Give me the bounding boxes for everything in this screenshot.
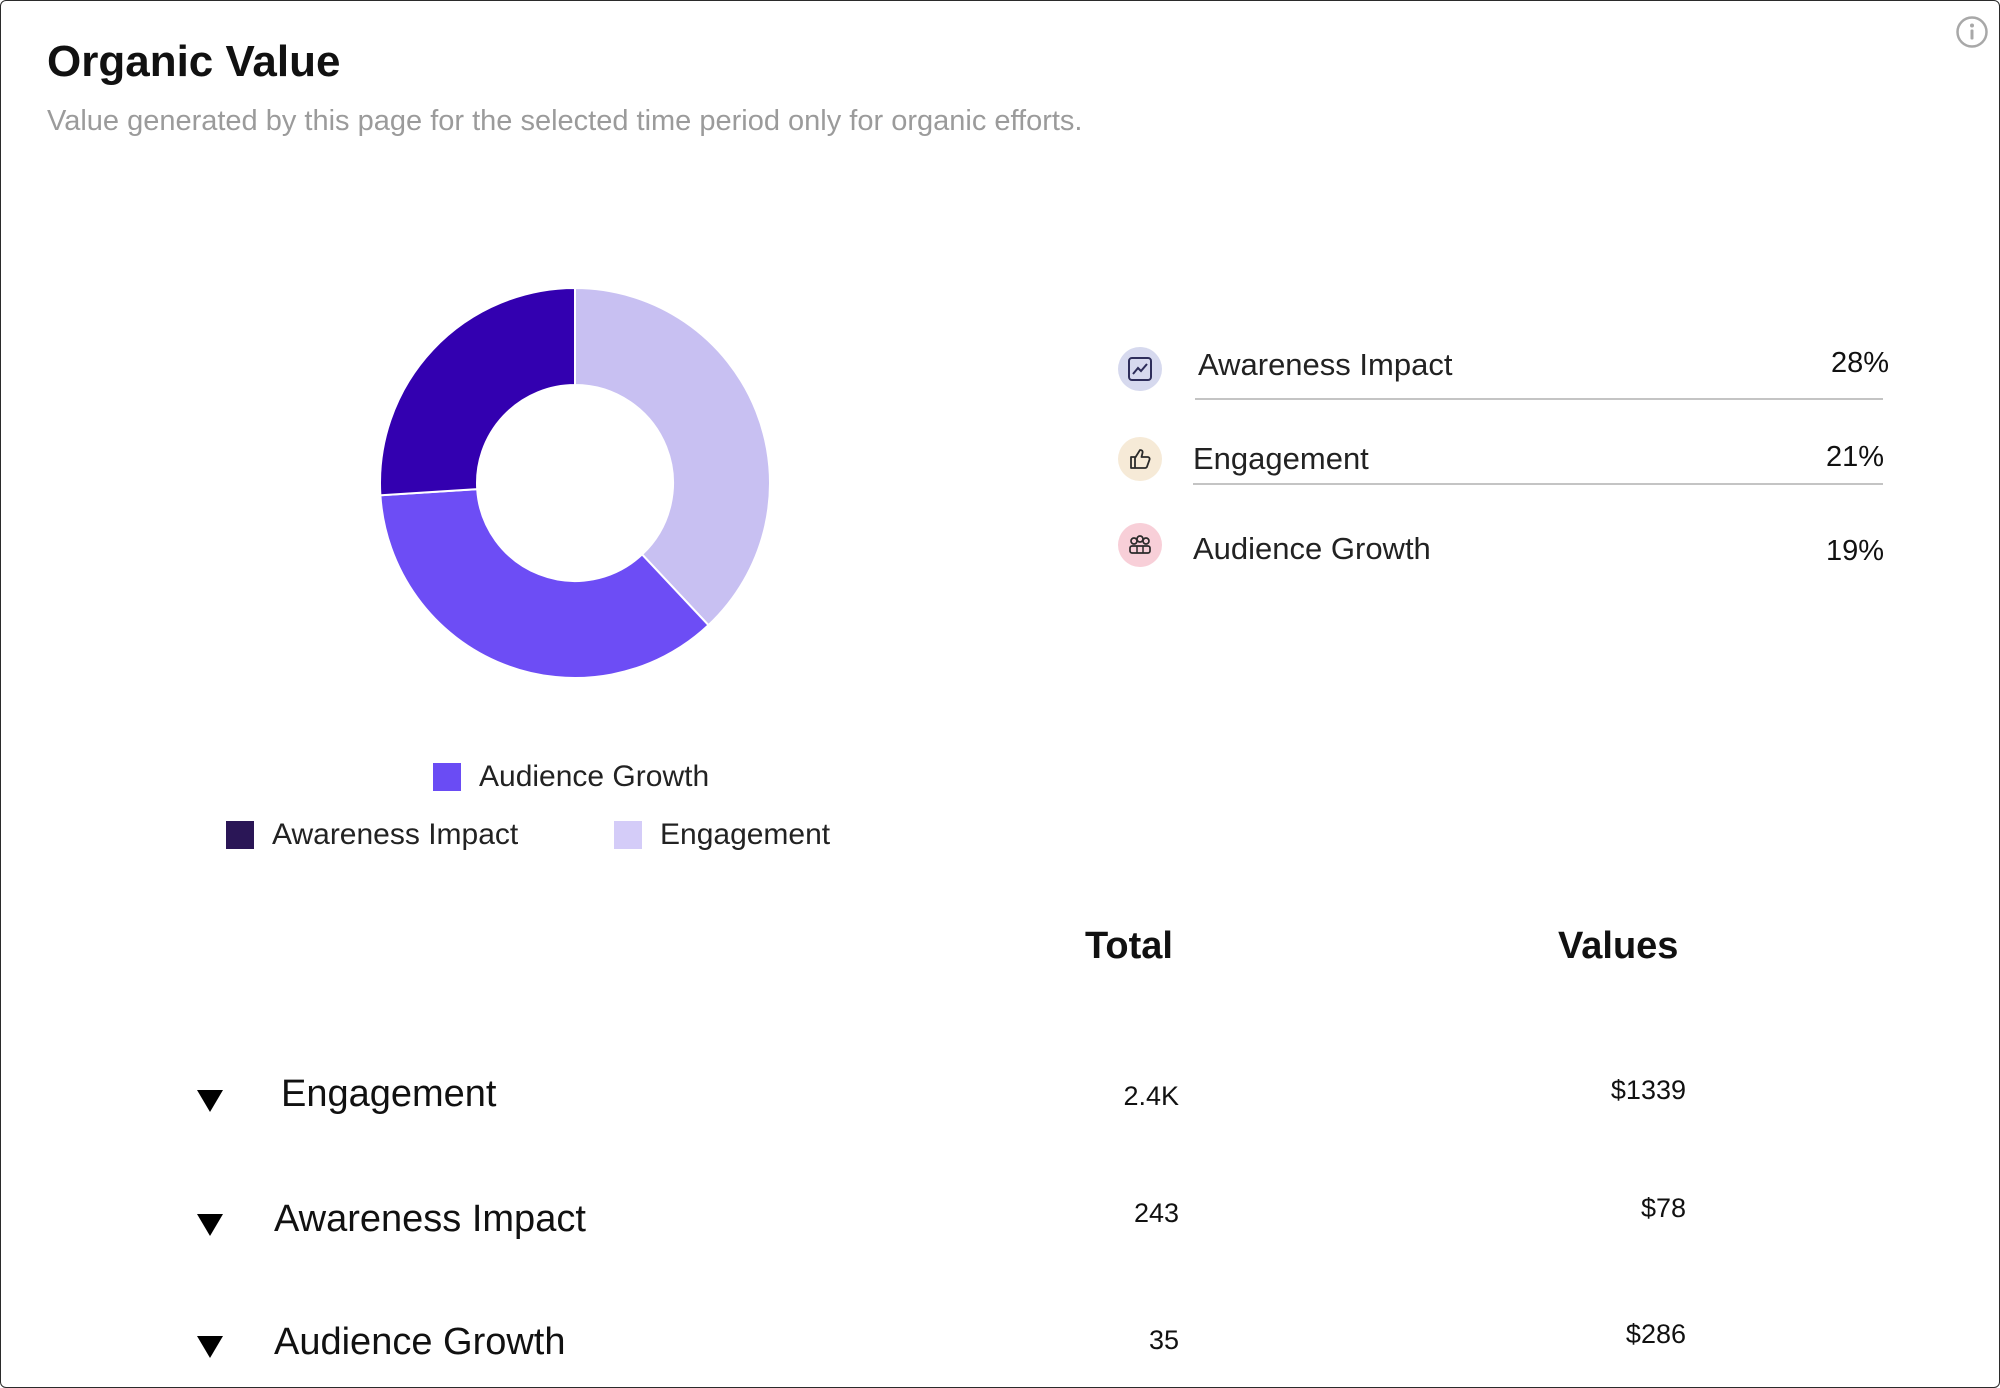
stat-divider — [1193, 483, 1883, 485]
donut-chart — [379, 286, 771, 679]
row-value: $1339 — [1610, 1075, 1686, 1105]
stat-value-engagement: 21% — [1825, 441, 1884, 473]
donut-slice-audience-growth[interactable] — [379, 488, 710, 679]
column-header-total: Total — [1085, 925, 1173, 967]
legend-label: Awareness Impact — [272, 818, 519, 851]
expand-triangle-icon[interactable] — [197, 1336, 223, 1358]
donut-slice-engagement[interactable] — [574, 286, 771, 627]
row-total: 35 — [1148, 1325, 1179, 1355]
stat-divider — [1195, 398, 1883, 400]
legend-swatch — [614, 821, 642, 849]
info-icon[interactable] — [1955, 15, 1989, 49]
page-title: Organic Value — [47, 37, 341, 86]
row-label: Awareness Impact — [274, 1198, 586, 1240]
legend-item-audience-growth[interactable]: Audience Growth — [433, 757, 709, 797]
stat-label-engagement: Engagement — [1193, 441, 1369, 476]
legend-label: Audience Growth — [479, 760, 710, 793]
row-total: 243 — [1133, 1198, 1179, 1228]
page-subtitle: Value generated by this page for the sel… — [47, 105, 1083, 137]
legend-item-engagement[interactable]: Engagement — [614, 815, 830, 855]
row-value: $78 — [1640, 1193, 1686, 1223]
thumbs-up-icon — [1118, 437, 1162, 481]
legend-swatch — [433, 763, 461, 791]
stat-label-audience: Audience Growth — [1193, 531, 1431, 566]
legend-swatch — [226, 821, 254, 849]
row-label: Audience Growth — [274, 1321, 566, 1363]
expand-triangle-icon[interactable] — [197, 1090, 223, 1112]
people-icon — [1118, 523, 1162, 567]
row-value: $286 — [1625, 1319, 1686, 1349]
chart-trend-icon — [1118, 347, 1162, 391]
donut-slice-awareness-impact[interactable] — [379, 286, 576, 497]
legend-label: Engagement — [660, 818, 831, 851]
row-label: Engagement — [281, 1073, 497, 1115]
stat-value-awareness: 28% — [1830, 347, 1889, 379]
row-total: 2.4K — [1123, 1081, 1179, 1111]
legend-item-awareness-impact[interactable]: Awareness Impact — [226, 815, 518, 855]
stat-label-awareness: Awareness Impact — [1198, 347, 1453, 382]
column-header-values: Values — [1558, 925, 1679, 967]
stat-value-audience: 19% — [1825, 535, 1884, 567]
expand-triangle-icon[interactable] — [197, 1214, 223, 1236]
